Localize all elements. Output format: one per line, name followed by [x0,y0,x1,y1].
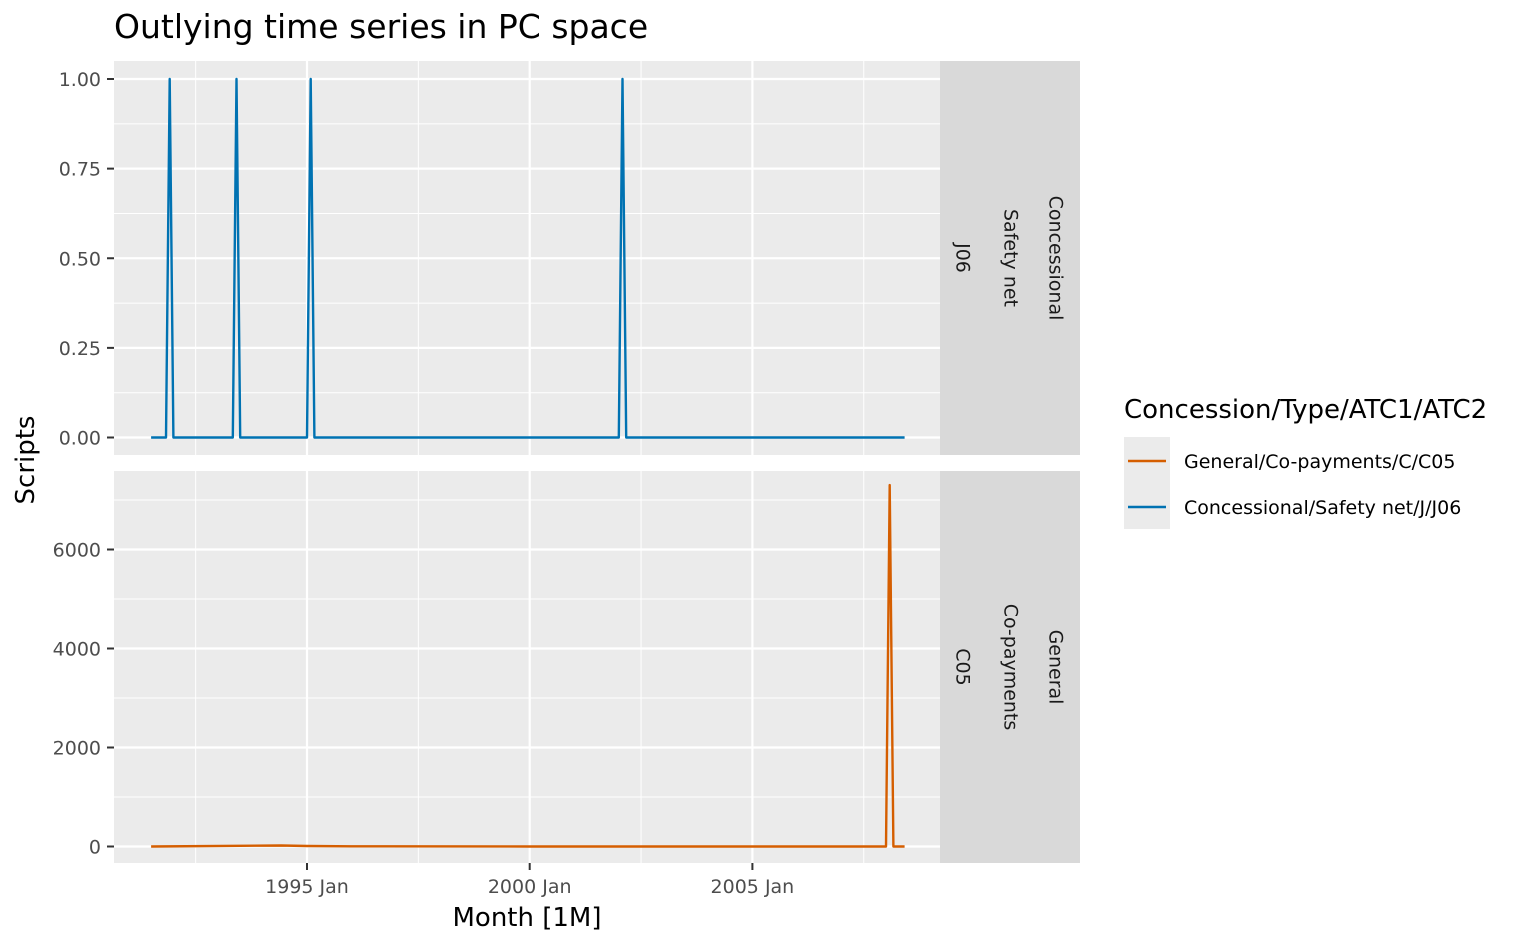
x-tick-label: 2000 Jan [488,876,572,898]
panel-background [114,471,940,863]
legend-title: Concession/Type/ATC1/ATC2 [1124,395,1487,425]
y-tick-label: 0.75 [59,159,101,181]
x-tick-label: 1995 Jan [265,876,349,898]
y-tick-label: 4000 [53,639,101,661]
legend-label: General/Co-payments/C/C05 [1184,451,1455,473]
facet-strip-label: Safety net [1000,209,1022,307]
plot-panels: 0.00 0.25 0.50 0.75 1.00 Concessional Safety n… [53,61,1080,898]
y-tick-label: 1.00 [59,69,101,91]
y-tick-label: 0.00 [59,428,101,450]
legend-label: Concessional/Safety net/J/J06 [1184,497,1461,519]
legend-key-background [1124,437,1170,529]
panel-1: 0.00 0.25 0.50 0.75 1.00 Concessional Safety n… [59,61,1080,455]
y-tick-label: 6000 [53,540,101,562]
y-tick-label: 0.25 [59,338,101,360]
y-axis-title: Scripts [11,416,41,505]
panel-2: 0 2000 4000 6000 General Co-payments C05 [53,471,1080,863]
facet-strip-label: Concessional [1045,196,1067,321]
facet-strip-label: General [1045,630,1067,705]
facet-strip-label: J06 [952,242,974,273]
facet-strip [940,471,1080,863]
series-line [151,483,905,848]
facet-strip [940,61,1080,455]
y-tick-label: 0.50 [59,248,101,270]
facet-strip-label: C05 [952,648,974,685]
x-axis-title: Month [1M] [452,903,601,933]
facet-strip-label: Co-payments [1000,604,1022,731]
y-tick-label: 0 [89,837,101,859]
chart-title: Outlying time series in PC space [114,7,648,46]
series-line [151,77,905,439]
x-axis: 1995 Jan 2000 Jan 2005 Jan [265,863,794,898]
legend: Concession/Type/ATC1/ATC2 General/Co-pay… [1124,395,1487,529]
x-tick-label: 2005 Jan [711,876,795,898]
y-tick-label: 2000 [53,738,101,760]
